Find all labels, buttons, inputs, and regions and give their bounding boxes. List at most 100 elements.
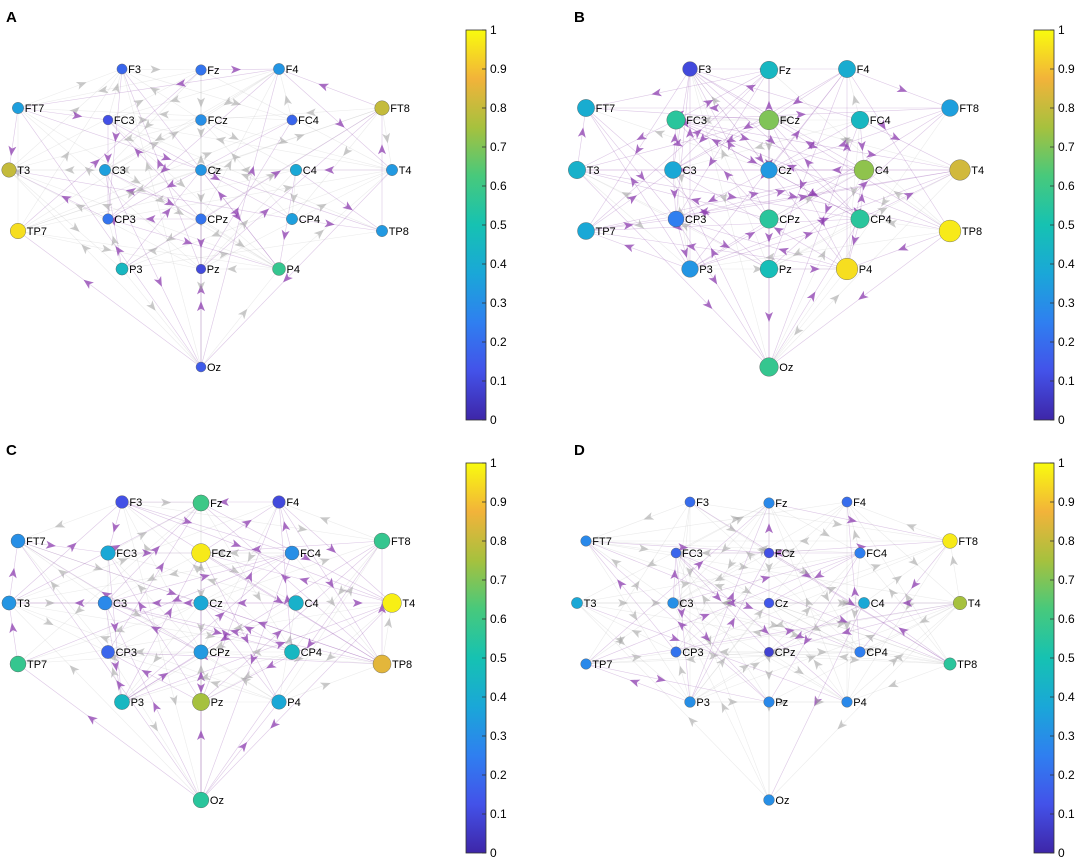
colorbar-tick-label: 0.9 — [490, 495, 507, 509]
arrowhead — [670, 188, 679, 199]
arrowhead — [153, 276, 162, 287]
edge — [200, 107, 383, 121]
arrowhead — [721, 542, 732, 553]
node-ft7 — [12, 102, 24, 114]
edge — [675, 69, 770, 220]
node-label: C3 — [113, 598, 127, 610]
node-ft8 — [942, 533, 958, 549]
colorbar-tick-label: 0.2 — [1058, 768, 1075, 782]
arrowhead — [820, 590, 830, 602]
node-f3 — [682, 61, 698, 77]
edge — [675, 552, 770, 801]
arrowhead — [231, 210, 242, 221]
arrowhead — [898, 627, 909, 637]
edge — [107, 502, 202, 653]
arrowhead — [123, 133, 135, 142]
edge — [200, 107, 383, 220]
arrowhead — [92, 562, 104, 571]
arrowhead — [159, 110, 170, 119]
colorbar-tick-label: 0.3 — [490, 729, 507, 743]
node-label: Cz — [775, 598, 788, 610]
colorbar-tick-label: 0.1 — [490, 374, 507, 388]
arrowhead — [708, 273, 718, 285]
edge — [846, 663, 951, 703]
node-t4 — [386, 164, 398, 176]
edge — [278, 68, 393, 171]
arrowhead — [691, 129, 702, 139]
edge — [585, 540, 691, 703]
node-p4 — [836, 258, 859, 281]
arrowhead — [651, 88, 663, 97]
arrowhead — [852, 529, 861, 541]
arrowhead — [165, 587, 177, 596]
edge — [672, 602, 861, 653]
nodes: F3 Fz F4 FT7 FC3 FCz FC4 FT8 T3 C3 Cz C4 T4 TP7 CP3 CPz… — [568, 60, 984, 377]
colorbar-tick-label: 0.9 — [490, 62, 507, 76]
edge — [675, 69, 770, 121]
arrowhead — [685, 655, 696, 664]
edge — [585, 107, 770, 270]
edge — [576, 602, 677, 653]
arrowhead — [207, 578, 218, 586]
arrowhead — [906, 524, 918, 532]
arrowhead — [211, 627, 223, 636]
edge — [768, 119, 861, 171]
colorbar-tick-label: 0 — [1058, 413, 1065, 427]
edge — [768, 651, 848, 703]
arrowhead — [163, 607, 172, 619]
arrowhead — [614, 636, 626, 646]
arrowhead — [881, 195, 891, 207]
arrowhead — [849, 655, 860, 664]
node-label: CP4 — [301, 647, 322, 659]
arrowhead — [748, 191, 759, 200]
node-label: F4 — [857, 64, 870, 76]
node-label: FC3 — [116, 548, 137, 560]
edge — [291, 540, 383, 653]
node-tp7 — [577, 222, 595, 240]
edge — [576, 602, 770, 801]
node-label: P4 — [859, 264, 872, 276]
edge — [17, 107, 293, 121]
arrowhead — [146, 573, 158, 582]
edge — [585, 169, 961, 232]
edge — [104, 169, 280, 270]
arrowhead — [763, 654, 775, 663]
edge — [200, 651, 280, 703]
node-label: FC3 — [686, 115, 707, 127]
edge — [576, 169, 691, 270]
colorbar-tick-label: 0.7 — [490, 573, 507, 587]
node-cpz — [193, 644, 209, 660]
colorbar-tick-label: 0.4 — [1058, 257, 1075, 271]
arrowhead — [277, 136, 289, 145]
arrowhead — [240, 677, 252, 687]
arrowhead — [700, 631, 711, 642]
arrowhead — [745, 551, 756, 561]
edge — [107, 119, 393, 171]
edge — [200, 540, 383, 801]
arrowhead — [223, 96, 234, 106]
arrowhead — [161, 207, 171, 219]
edge — [104, 68, 280, 171]
arrowhead — [707, 194, 719, 203]
node-label: FC4 — [298, 115, 319, 127]
edge — [585, 540, 861, 554]
arrowhead — [241, 519, 252, 529]
arrowhead — [725, 523, 737, 532]
arrowhead — [680, 247, 689, 258]
arrowhead — [150, 65, 161, 74]
node-p3 — [114, 694, 130, 710]
arrowhead — [837, 719, 848, 730]
arrowhead — [9, 622, 18, 634]
colorbar-tick-label: 0.4 — [490, 690, 507, 704]
node-p3 — [684, 696, 696, 708]
edge — [768, 69, 951, 232]
node-p4 — [271, 694, 287, 710]
arrowhead — [382, 132, 391, 144]
arrowhead — [893, 653, 905, 662]
arrowhead — [773, 549, 783, 557]
arrowhead — [75, 82, 87, 90]
edge — [8, 602, 109, 653]
arrowhead — [210, 680, 222, 689]
arrowhead — [688, 717, 699, 728]
edge — [675, 119, 961, 171]
